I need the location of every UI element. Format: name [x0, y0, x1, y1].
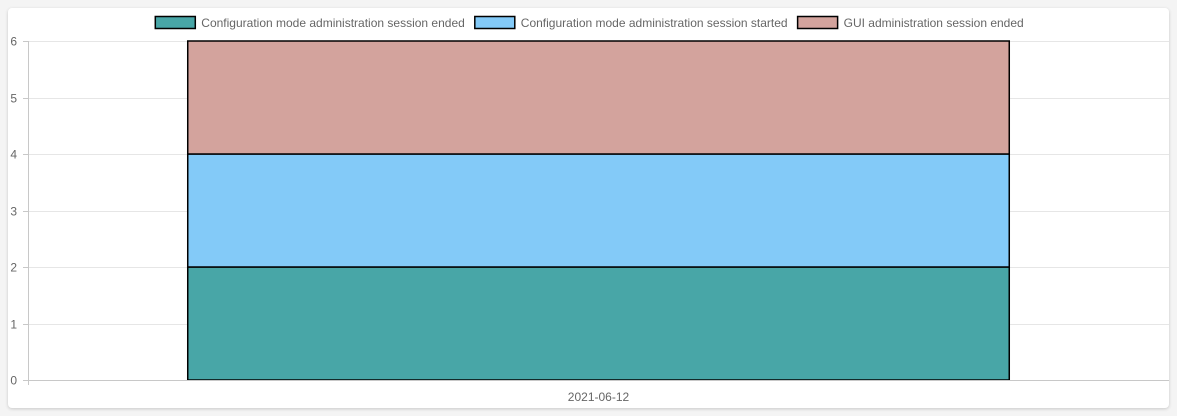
legend-label: Configuration mode administration sessio… — [201, 16, 465, 30]
legend-swatch — [154, 15, 197, 30]
legend-label: GUI administration session ended — [844, 16, 1024, 30]
legend[interactable]: Configuration mode administration sessio… — [154, 15, 1024, 30]
legend-item-1[interactable]: Configuration mode administration sessio… — [154, 15, 465, 30]
legend-item-2[interactable]: Configuration mode administration sessio… — [474, 15, 788, 30]
y-tick-label: 1 — [10, 318, 17, 332]
y-tick-label: 3 — [10, 205, 17, 219]
legend-swatch — [796, 15, 839, 30]
y-tick-label: 5 — [10, 92, 17, 106]
bar-segments — [186, 40, 1011, 381]
y-tick-label: 0 — [10, 374, 17, 388]
x-tick-label: 2021-06-12 — [568, 390, 630, 404]
y-tick-label: 6 — [10, 35, 17, 49]
bar-segment-1[interactable] — [186, 266, 1011, 381]
axes: 0 1 2 3 4 5 6 2021-06-12 — [10, 35, 1169, 404]
bar-segment-2[interactable] — [186, 153, 1011, 268]
legend-item-3[interactable]: GUI administration session ended — [796, 15, 1024, 30]
y-tick-label: 4 — [10, 148, 17, 162]
bar-segment-3[interactable] — [186, 40, 1011, 155]
legend-swatch — [474, 15, 516, 30]
legend-label: Configuration mode administration sessio… — [521, 16, 788, 30]
y-tick-label: 2 — [10, 261, 17, 275]
